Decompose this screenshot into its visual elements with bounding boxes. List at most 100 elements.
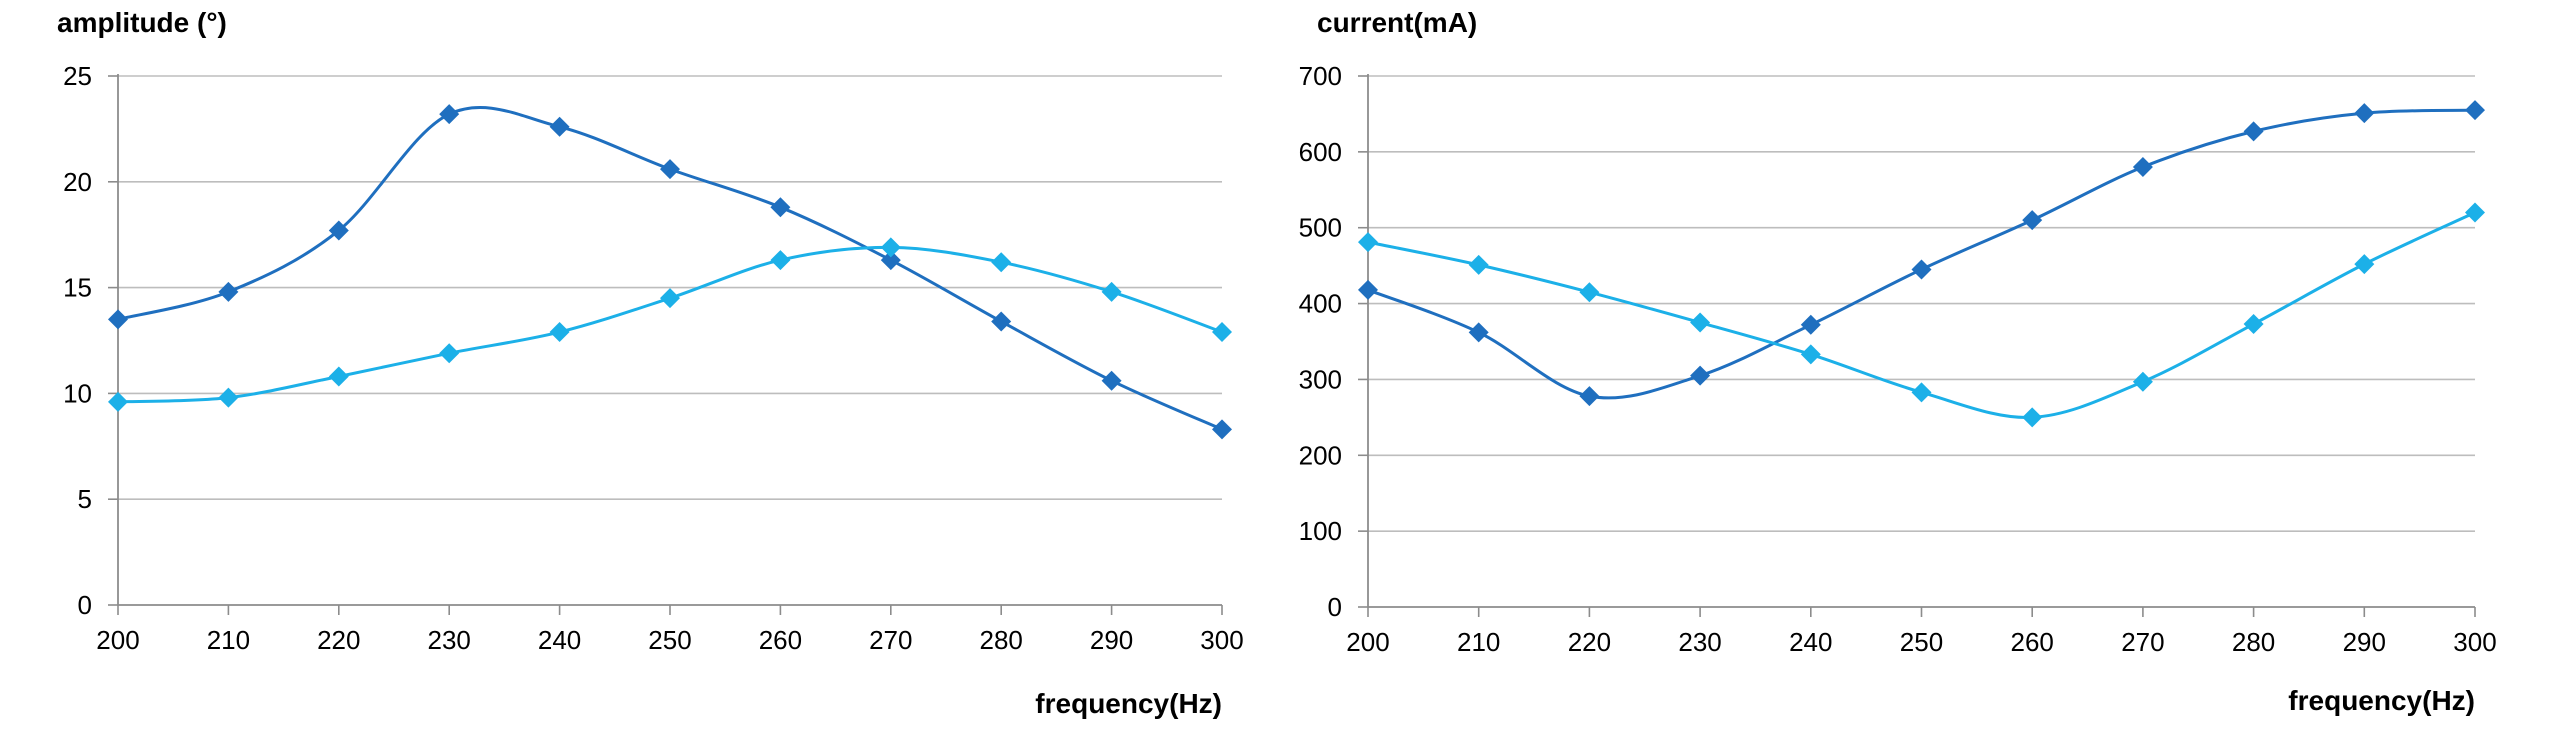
x-tick-label: 230 xyxy=(1678,627,1721,657)
data-point-series-2 xyxy=(1911,382,1932,403)
data-point-series-1 xyxy=(660,159,680,180)
x-tick-label: 240 xyxy=(1789,627,1832,657)
data-point-series-1 xyxy=(1911,259,1932,280)
data-point-series-1 xyxy=(1358,279,1378,300)
data-point-series-1 xyxy=(2243,121,2264,142)
x-tick-labels: 200 210 220 230 240 250 260 270 280 290 300 xyxy=(1346,627,2496,657)
x-tick-labels: 200 210 220 230 240 250 260 270 280 290 300 xyxy=(96,625,1243,655)
y-tick-label: 25 xyxy=(63,61,92,91)
data-point-series-1 xyxy=(2354,103,2375,124)
data-point-series-2 xyxy=(991,252,1012,273)
data-point-series-1 xyxy=(2132,157,2153,178)
data-point-series-2 xyxy=(218,387,239,408)
x-tick-label: 270 xyxy=(2121,627,2164,657)
data-point-series-1 xyxy=(991,311,1012,332)
y-axis-title: current(mA) xyxy=(1317,7,1477,38)
series-line-2 xyxy=(117,245,1223,404)
data-point-series-2 xyxy=(549,322,570,343)
data-point-series-2 xyxy=(1101,281,1122,302)
data-point-series-1 xyxy=(880,250,901,271)
data-point-series-1 xyxy=(218,281,239,302)
data-point-series-2 xyxy=(2243,314,2264,335)
x-axis-title: frequency(Hz) xyxy=(1035,688,1222,719)
data-point-series-2 xyxy=(660,288,680,309)
y-tick-label: 100 xyxy=(1299,516,1342,546)
data-point-series-1 xyxy=(1579,386,1600,407)
data-point-series-1 xyxy=(1101,370,1122,391)
data-point-series-2 xyxy=(1690,312,1711,333)
data-point-series-2 xyxy=(1800,344,1821,365)
data-point-series-2 xyxy=(1358,232,1378,253)
x-tick-label: 210 xyxy=(207,625,250,655)
x-tick-label: 230 xyxy=(428,625,471,655)
grid-lines xyxy=(118,75,1222,501)
y-tick-label: 0 xyxy=(78,590,92,620)
y-axis-title: amplitude (°) xyxy=(57,7,227,38)
x-tick-label: 300 xyxy=(1200,625,1243,655)
x-tick-label: 240 xyxy=(538,625,581,655)
y-tick-label: 20 xyxy=(63,167,92,197)
data-point-series-1 xyxy=(108,309,128,330)
data-point-series-2 xyxy=(1579,282,1600,303)
x-tick-label: 250 xyxy=(1900,627,1943,657)
data-point-series-2 xyxy=(1212,322,1232,343)
data-point-series-1 xyxy=(1690,365,1711,386)
data-point-series-1 xyxy=(1468,322,1489,343)
y-tick-label: 300 xyxy=(1299,364,1342,394)
axes xyxy=(108,74,1223,615)
series-lines xyxy=(117,105,1223,431)
data-markers xyxy=(108,104,1232,440)
data-point-series-1 xyxy=(549,116,570,137)
data-point-series-2 xyxy=(2022,407,2043,428)
y-tick-labels: 0 5 10 15 20 25 xyxy=(63,61,92,620)
data-point-series-1 xyxy=(328,220,349,241)
x-tick-label: 270 xyxy=(869,625,912,655)
data-point-series-1 xyxy=(2465,100,2485,121)
amplitude-chart: amplitude (°) frequency(Hz) 0 5 10 15 20 25 2… xyxy=(57,7,1244,719)
x-tick-label: 210 xyxy=(1457,627,1500,657)
data-point-series-2 xyxy=(880,237,901,258)
x-tick-label: 260 xyxy=(759,625,802,655)
x-tick-label: 200 xyxy=(1346,627,1389,657)
y-tick-label: 700 xyxy=(1299,61,1342,91)
x-tick-label: 260 xyxy=(2011,627,2054,657)
data-point-series-2 xyxy=(770,250,791,271)
x-tick-label: 220 xyxy=(317,625,360,655)
current-chart: current(mA) frequency(Hz) 0 100 200 300 400 5… xyxy=(1299,7,2497,716)
data-point-series-2 xyxy=(108,391,128,412)
x-tick-label: 220 xyxy=(1568,627,1611,657)
data-point-series-2 xyxy=(2354,254,2375,275)
data-point-series-2 xyxy=(1468,254,1489,275)
data-point-series-1 xyxy=(439,104,460,125)
data-point-series-2 xyxy=(2132,371,2153,392)
x-tick-label: 280 xyxy=(980,625,1023,655)
series-line-1 xyxy=(117,105,1223,431)
data-markers xyxy=(1358,100,2485,428)
x-axis-title: frequency(Hz) xyxy=(2288,685,2475,716)
y-tick-label: 600 xyxy=(1299,137,1342,167)
data-point-series-1 xyxy=(1212,419,1232,440)
data-point-series-1 xyxy=(1800,314,1821,335)
x-tick-label: 290 xyxy=(1090,625,1133,655)
data-point-series-2 xyxy=(439,343,460,364)
y-tick-label: 10 xyxy=(63,378,92,408)
x-tick-label: 300 xyxy=(2453,627,2496,657)
y-tick-label: 400 xyxy=(1299,289,1342,319)
data-point-series-2 xyxy=(328,366,349,387)
x-tick-label: 250 xyxy=(648,625,691,655)
x-tick-label: 280 xyxy=(2232,627,2275,657)
data-point-series-2 xyxy=(2465,202,2485,223)
grid-lines xyxy=(1368,75,2475,532)
x-tick-label: 200 xyxy=(96,625,139,655)
axes xyxy=(1358,74,2476,617)
data-point-series-1 xyxy=(770,197,791,218)
y-tick-label: 0 xyxy=(1328,592,1342,622)
y-tick-labels: 0 100 200 300 400 500 600 700 xyxy=(1299,61,1342,622)
data-point-series-1 xyxy=(2022,210,2043,231)
y-tick-label: 15 xyxy=(63,273,92,303)
series-line-1 xyxy=(1367,108,2476,400)
x-tick-label: 290 xyxy=(2343,627,2386,657)
y-tick-label: 5 xyxy=(78,484,92,514)
y-tick-label: 500 xyxy=(1299,213,1342,243)
